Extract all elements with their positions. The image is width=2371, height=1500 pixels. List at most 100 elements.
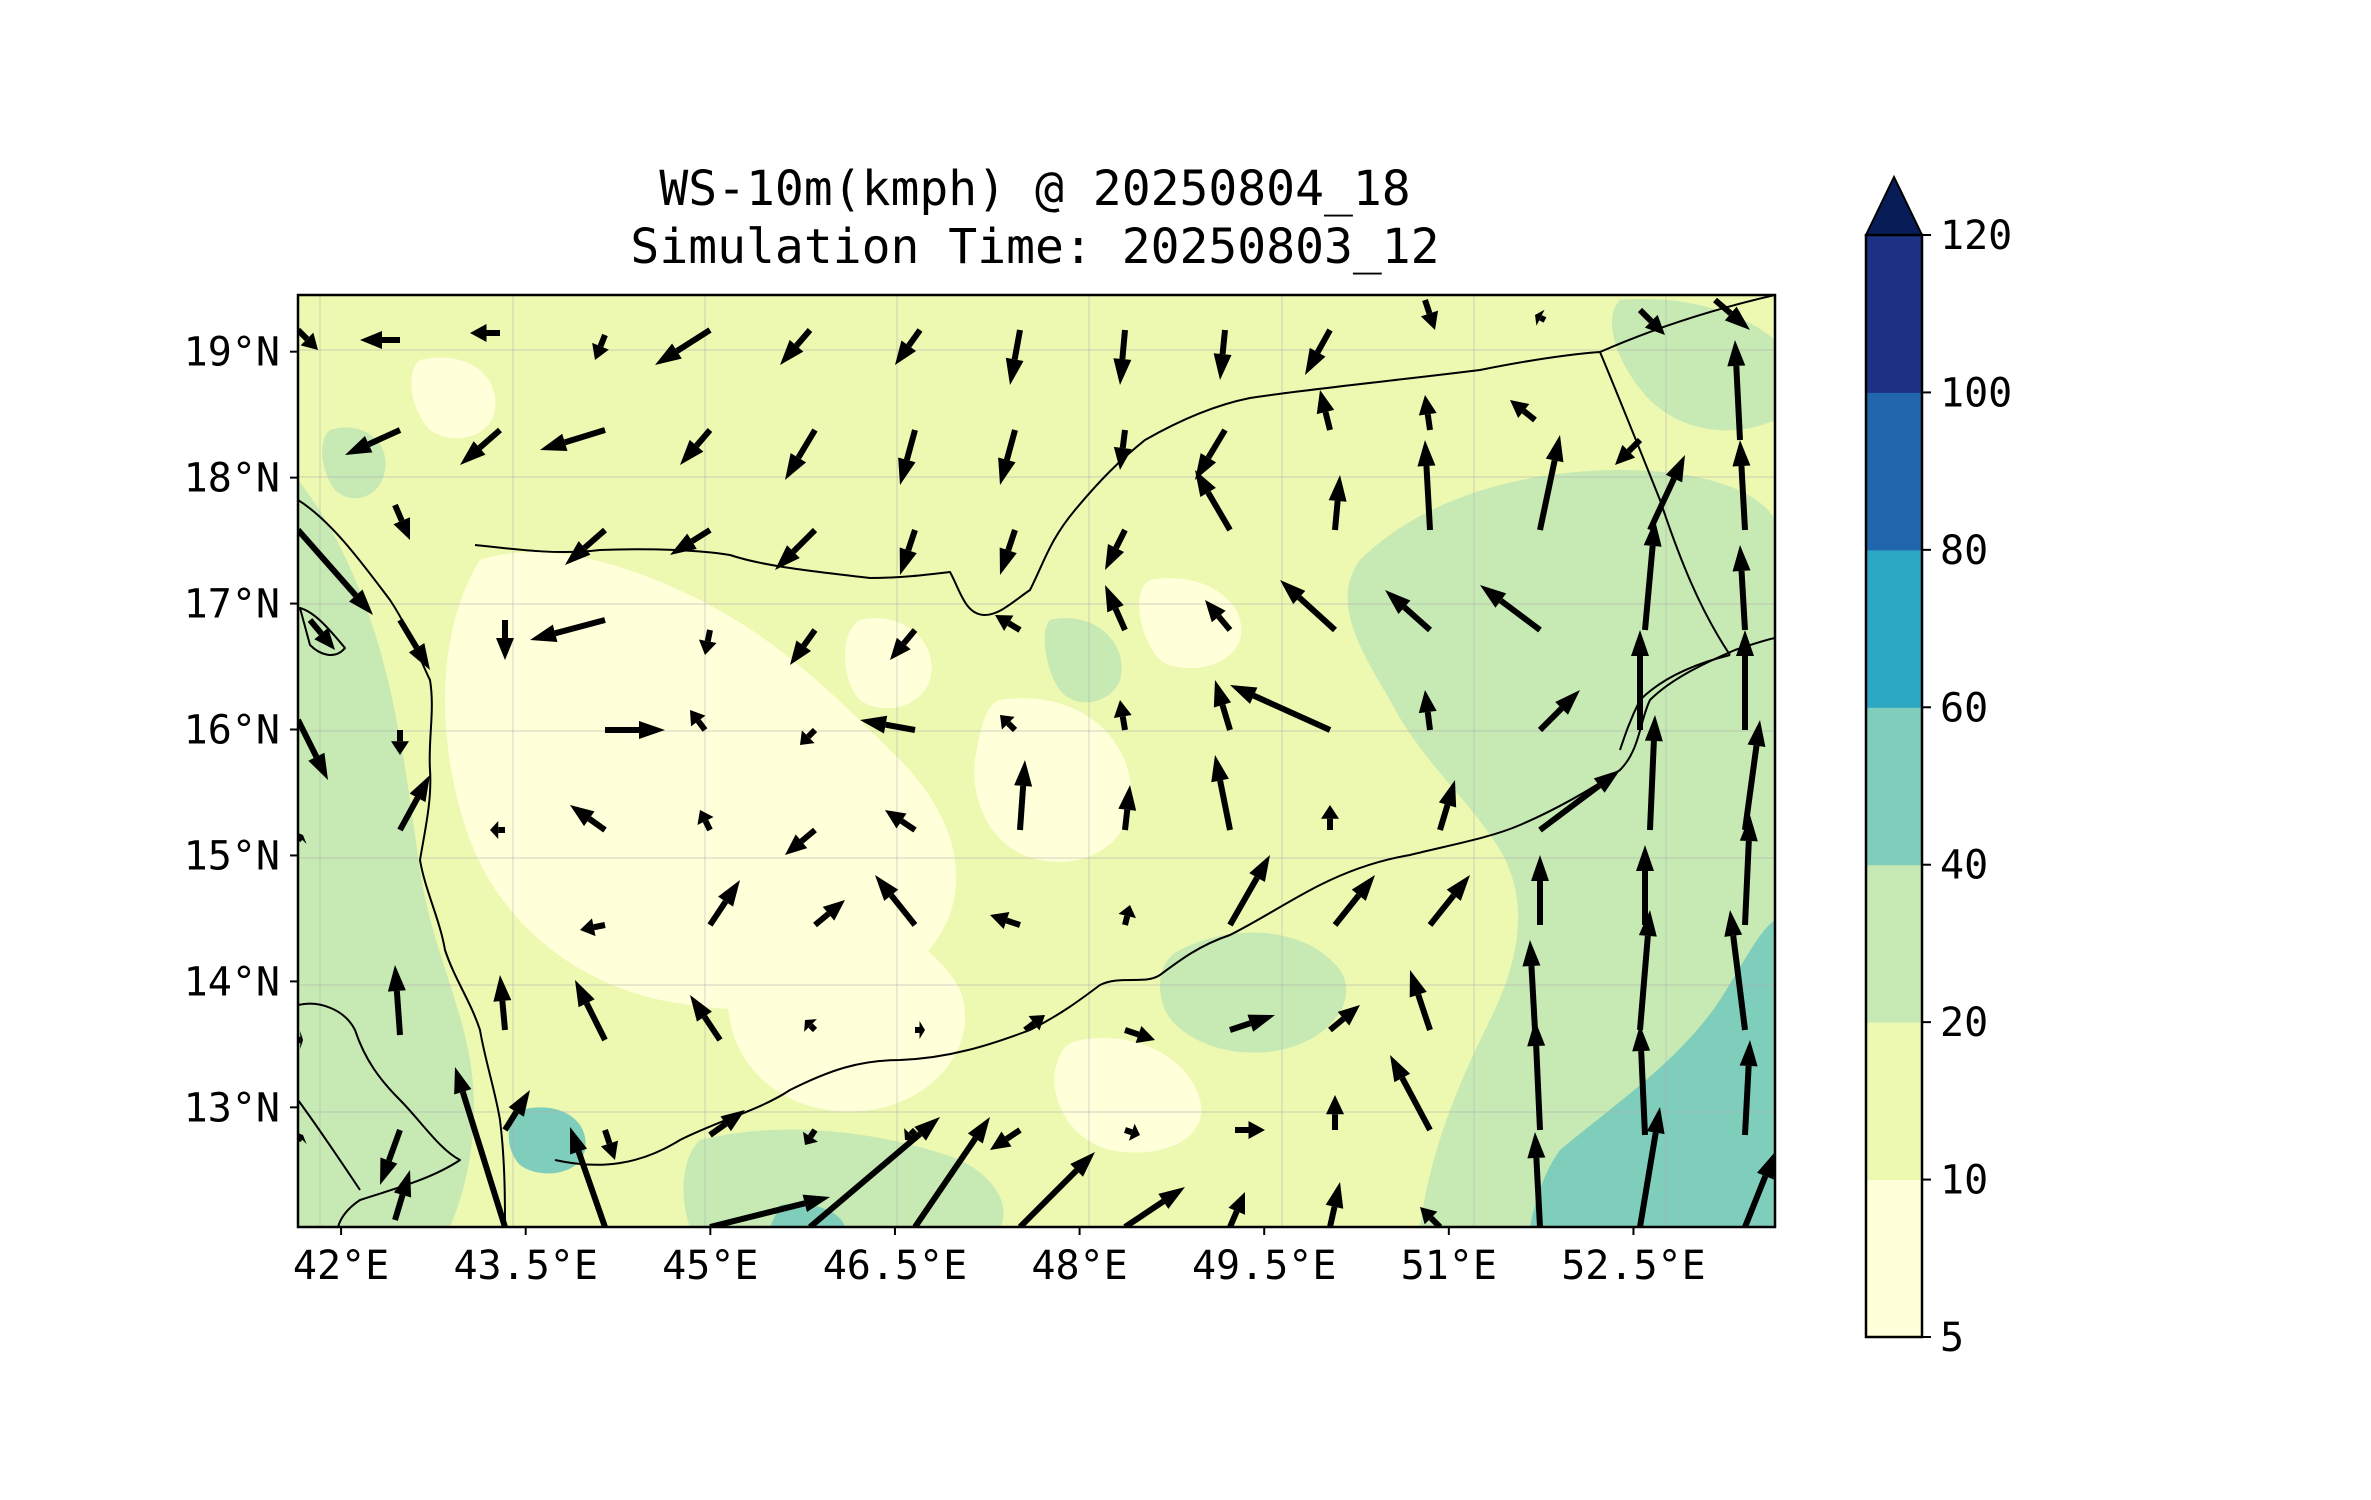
wind-arrow (1420, 299, 1439, 330)
wind-arrow (990, 1127, 1022, 1150)
colorbar-segment (1866, 549, 1922, 708)
wind-arrow (387, 965, 406, 1036)
wind-arrow (1123, 1187, 1185, 1227)
map-field (298, 295, 1775, 1227)
wind-arrow (1124, 1025, 1155, 1044)
wind-arrow (1510, 400, 1537, 423)
graticule (298, 295, 1775, 1227)
wind-arrow (1105, 528, 1128, 570)
wind-arrow (391, 730, 409, 755)
wind-arrow (1535, 309, 1547, 326)
wind-arrow (1332, 875, 1375, 927)
wind-arrow (1227, 855, 1270, 927)
wind-arrow (490, 821, 505, 839)
wind-arrow (1636, 845, 1654, 925)
moderate-speed-areas (298, 299, 1775, 1227)
wind-arrow (605, 721, 665, 739)
wind-arrow (1229, 1014, 1275, 1033)
colorbar-segment (1866, 1022, 1922, 1181)
wind-vectors (298, 297, 1775, 1227)
wind-arrow (1000, 715, 1018, 733)
wind-arrow (392, 1170, 412, 1221)
colorbar-label: 5 (1940, 1315, 1964, 1361)
lon-tick-label: 46.5°E (823, 1243, 968, 1289)
colorbar-label: 120 (1940, 213, 2012, 259)
uae-saudi-border (1599, 295, 1775, 353)
wind-arrow (697, 810, 714, 832)
lat-tick-label: 15°N (184, 833, 280, 879)
wind-arrow (1326, 1095, 1344, 1130)
wind-arrow (397, 775, 430, 832)
wind-arrow (775, 527, 818, 570)
wind-arrow (1642, 520, 1662, 631)
lon-tick-label: 49.5°E (1192, 1243, 1337, 1289)
wind-arrow (808, 1117, 940, 1227)
wind-arrow (392, 503, 411, 540)
colorbar-label: 80 (1940, 528, 1988, 574)
saudi-yemen-border (474, 351, 1601, 616)
wind-arrow (345, 427, 402, 455)
wind-arrow (655, 327, 712, 365)
title-line-2: Simulation Time: 20250803_12 (630, 219, 1440, 275)
wind-arrow (1235, 1121, 1265, 1139)
wind-arrow (493, 975, 512, 1031)
lon-tick-label: 45°E (662, 1243, 758, 1289)
wind-arrow (670, 527, 712, 555)
farasan-islands (299, 607, 346, 656)
wind-arrow (1280, 580, 1338, 633)
wind-arrow (460, 427, 502, 465)
colorbar-segment (1866, 707, 1922, 866)
wind-arrow (875, 875, 918, 927)
wind-arrow (1328, 475, 1347, 531)
wind-arrow (502, 1090, 530, 1132)
wind-arrow (1631, 630, 1649, 730)
wind-arrow (813, 900, 845, 928)
wind-arrow (570, 805, 607, 833)
colorbar-label: 40 (1940, 843, 1988, 889)
colorbar-segment (1866, 235, 1922, 393)
colorbar-label: 20 (1940, 1000, 1988, 1046)
wind-arrow (1390, 1055, 1433, 1132)
wind-arrow (1713, 297, 1750, 330)
wind-arrow (1739, 815, 1758, 926)
latitude-ticks: 19°N 18°N 17°N 16°N 15°N 14°N 13°N (184, 330, 298, 1131)
wind-arrow (780, 328, 813, 365)
wind-arrow (790, 628, 818, 665)
coastlines-and-borders (298, 295, 1775, 1227)
colorbar-label: 100 (1940, 370, 2012, 416)
colorbar-segment (1866, 392, 1922, 551)
map-frame (296, 293, 1777, 1229)
wind-arrow (565, 527, 607, 565)
wind-arrow (380, 1128, 403, 1185)
wind-arrow (1305, 328, 1333, 375)
wind-arrow (1418, 395, 1437, 431)
wind-arrow (1017, 1152, 1095, 1227)
lat-tick-label: 13°N (184, 1085, 280, 1131)
djibouti-border (298, 1099, 361, 1191)
wind-arrow (1124, 1123, 1140, 1141)
wind-arrow (496, 620, 514, 660)
wind-arrow (1195, 470, 1233, 532)
wind-arrow (360, 331, 400, 349)
wind-arrow (1105, 585, 1128, 632)
lat-tick-label: 19°N (184, 330, 280, 376)
wind-arrow (298, 327, 318, 350)
wind-arrow (708, 1110, 745, 1138)
wind-arrow (995, 615, 1022, 633)
wind-arrow (1213, 329, 1232, 380)
wind-arrow (1742, 720, 1766, 831)
lon-tick-label: 48°E (1031, 1243, 1127, 1289)
colorbar-extend-arrow (1864, 174, 1924, 236)
wind-arrow (530, 617, 606, 642)
lat-tick-label: 17°N (184, 582, 280, 628)
wind-arrow (298, 718, 328, 780)
wind-arrow (1211, 755, 1233, 831)
wind-arrow (1420, 1207, 1443, 1227)
wind-arrow (898, 429, 918, 485)
wind-arrow (1227, 1192, 1246, 1227)
wind-arrow (1615, 437, 1643, 465)
wind-arrow (1427, 875, 1470, 927)
wind-arrow (885, 810, 917, 833)
title-line-1: WS-10m(kmph) @ 20250804_18 (659, 161, 1411, 217)
wind-arrow (1023, 1015, 1045, 1033)
